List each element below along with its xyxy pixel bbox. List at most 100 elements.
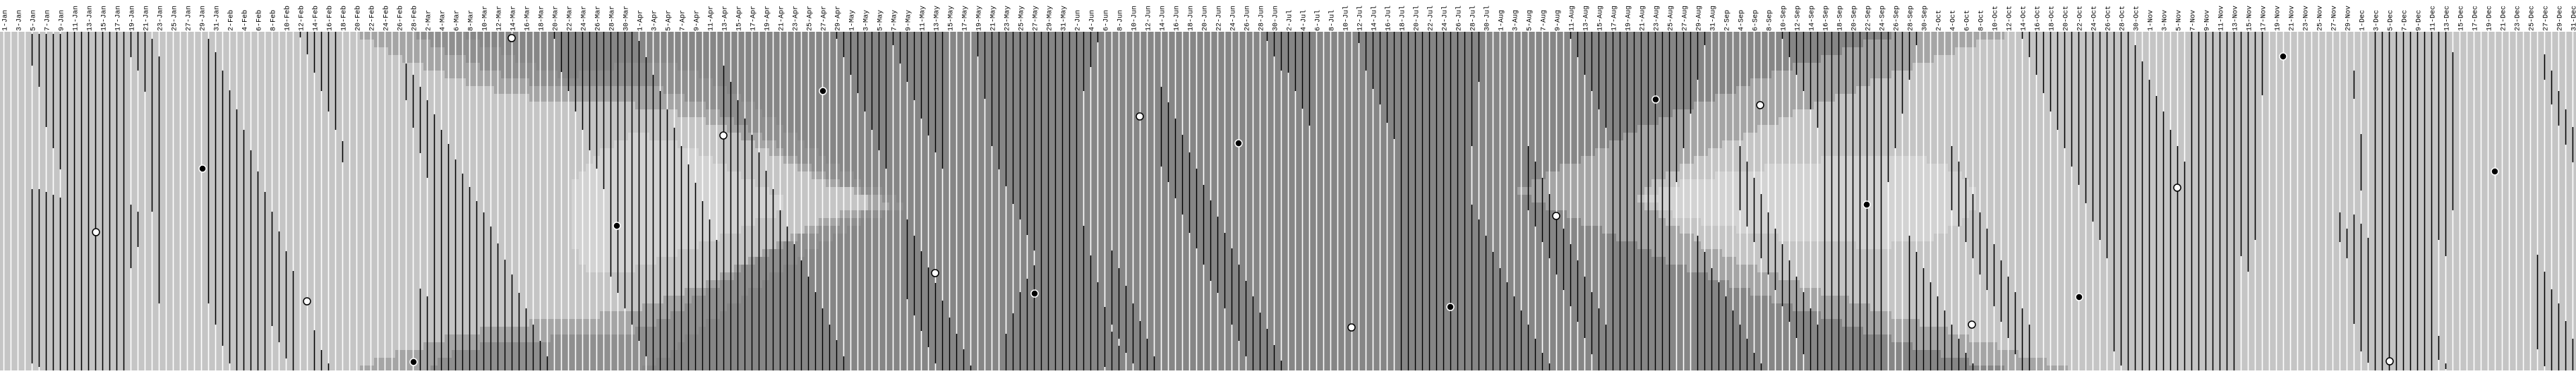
svg-text:27-Aug: 27-Aug [1682, 6, 1690, 31]
svg-text:6-Oct: 6-Oct [1964, 10, 1972, 31]
svg-text:16-Mar: 16-Mar [524, 6, 532, 31]
svg-text:13-Jan: 13-Jan [87, 6, 95, 31]
svg-text:30-Sep: 30-Sep [1922, 6, 1930, 31]
svg-text:4-Sep: 4-Sep [1738, 10, 1746, 31]
svg-text:20-Feb: 20-Feb [354, 6, 363, 31]
svg-text:18-Sep: 18-Sep [1837, 6, 1845, 31]
svg-text:12-Jul: 12-Jul [1356, 6, 1365, 31]
svg-text:13-Nov: 13-Nov [2232, 6, 2240, 31]
svg-text:25-Nov: 25-Nov [2317, 6, 2325, 31]
svg-text:10-Mar: 10-Mar [482, 6, 490, 31]
svg-text:12-Feb: 12-Feb [298, 6, 306, 31]
svg-text:27-Dec: 27-Dec [2543, 6, 2551, 31]
svg-text:21-Apr: 21-Apr [778, 6, 786, 31]
svg-text:9-Aug: 9-Aug [1555, 10, 1563, 31]
svg-text:15-Aug: 15-Aug [1597, 6, 1605, 31]
svg-text:6-Sep: 6-Sep [1752, 10, 1760, 31]
svg-text:8-Sep: 8-Sep [1767, 10, 1774, 31]
svg-text:19-Apr: 19-Apr [764, 6, 772, 31]
svg-text:14-Feb: 14-Feb [312, 6, 320, 31]
svg-text:5-May: 5-May [877, 10, 885, 31]
svg-text:26-Sep: 26-Sep [1894, 6, 1901, 31]
svg-text:26-Feb: 26-Feb [397, 6, 405, 31]
svg-text:7-Aug: 7-Aug [1541, 10, 1548, 31]
svg-text:29-May: 29-May [1047, 6, 1054, 31]
svg-text:8-Feb: 8-Feb [270, 10, 278, 31]
svg-text:29-Apr: 29-Apr [835, 6, 843, 31]
svg-text:2-Jul: 2-Jul [1286, 10, 1294, 31]
svg-text:16-Feb: 16-Feb [326, 6, 335, 31]
svg-text:6-Mar: 6-Mar [454, 10, 462, 31]
svg-text:8-Jun: 8-Jun [1117, 10, 1125, 31]
svg-text:28-Jul: 28-Jul [1469, 6, 1478, 31]
svg-text:11-Jan: 11-Jan [73, 6, 80, 31]
svg-text:26-Oct: 26-Oct [2105, 6, 2113, 31]
svg-text:24-Oct: 24-Oct [2091, 6, 2099, 31]
svg-text:11-May: 11-May [920, 6, 927, 31]
svg-text:21-Aug: 21-Aug [1639, 6, 1647, 31]
svg-text:6-Jul: 6-Jul [1314, 10, 1323, 31]
svg-text:3-May: 3-May [863, 10, 871, 31]
svg-text:19-Jan: 19-Jan [129, 6, 137, 31]
svg-text:11-Aug: 11-Aug [1569, 6, 1577, 31]
svg-text:8-Mar: 8-Mar [468, 10, 476, 31]
svg-text:28-Jun: 28-Jun [1258, 6, 1266, 31]
svg-text:20-Jul: 20-Jul [1413, 6, 1421, 31]
svg-text:1-Nov: 1-Nov [2148, 10, 2155, 31]
svg-text:13-Apr: 13-Apr [722, 6, 730, 31]
svg-text:17-Jan: 17-Jan [115, 6, 123, 31]
svg-text:4-Jul: 4-Jul [1300, 10, 1308, 31]
svg-text:17-Dec: 17-Dec [2472, 6, 2480, 31]
svg-text:4-Jun: 4-Jun [1089, 10, 1097, 31]
svg-text:5-Aug: 5-Aug [1527, 10, 1534, 31]
svg-text:7-May: 7-May [891, 10, 899, 31]
svg-text:20-Mar: 20-Mar [553, 6, 560, 31]
svg-text:31-Jan: 31-Jan [214, 6, 222, 31]
svg-text:12-Sep: 12-Sep [1795, 6, 1802, 31]
svg-text:22-Mar: 22-Mar [567, 6, 574, 31]
svg-text:14-Jul: 14-Jul [1371, 6, 1379, 31]
svg-text:23-Dec: 23-Dec [2515, 6, 2522, 31]
svg-text:22-Sep: 22-Sep [1865, 6, 1873, 31]
svg-text:13-Aug: 13-Aug [1583, 6, 1591, 31]
svg-text:21-Nov: 21-Nov [2289, 6, 2297, 31]
svg-text:26-Jun: 26-Jun [1244, 6, 1252, 31]
svg-text:19-Aug: 19-Aug [1625, 6, 1633, 31]
svg-text:24-Mar: 24-Mar [581, 6, 589, 31]
svg-text:18-Mar: 18-Mar [538, 6, 546, 31]
svg-text:14-Oct: 14-Oct [2021, 6, 2028, 31]
svg-text:28-Oct: 28-Oct [2119, 6, 2127, 31]
svg-text:6-Jun: 6-Jun [1103, 10, 1111, 31]
svg-text:11-Nov: 11-Nov [2218, 6, 2226, 31]
svg-text:17-Aug: 17-Aug [1611, 6, 1619, 31]
svg-text:18-Jul: 18-Jul [1399, 6, 1407, 31]
svg-text:9-Nov: 9-Nov [2204, 10, 2212, 31]
svg-text:25-Jan: 25-Jan [171, 6, 179, 31]
svg-text:4-Mar: 4-Mar [440, 10, 447, 31]
svg-text:28-Feb: 28-Feb [411, 6, 419, 31]
svg-text:18-Jun: 18-Jun [1188, 6, 1196, 31]
svg-text:20-Sep: 20-Sep [1851, 6, 1859, 31]
svg-text:27-May: 27-May [1033, 6, 1040, 31]
svg-text:6-Feb: 6-Feb [255, 10, 264, 31]
svg-text:1-May: 1-May [849, 10, 857, 31]
svg-text:4-Feb: 4-Feb [241, 10, 250, 31]
svg-text:25-Apr: 25-Apr [807, 6, 814, 31]
svg-text:11-Apr: 11-Apr [708, 6, 716, 31]
svg-text:9-Dec: 9-Dec [2416, 10, 2424, 31]
svg-text:10-Sep: 10-Sep [1781, 6, 1788, 31]
svg-text:23-Nov: 23-Nov [2303, 6, 2311, 31]
svg-text:27-Nov: 27-Nov [2331, 6, 2339, 31]
svg-text:28-Mar: 28-Mar [609, 6, 617, 31]
svg-text:15-May: 15-May [948, 6, 956, 31]
svg-text:21-May: 21-May [990, 6, 998, 31]
svg-text:10-Feb: 10-Feb [284, 6, 292, 31]
svg-text:31-May: 31-May [1061, 6, 1069, 31]
svg-text:9-Jan: 9-Jan [59, 10, 66, 31]
svg-text:22-Oct: 22-Oct [2077, 6, 2085, 31]
svg-text:25-Aug: 25-Aug [1668, 6, 1675, 31]
svg-text:5-Nov: 5-Nov [2176, 10, 2184, 31]
svg-text:24-Sep: 24-Sep [1879, 6, 1887, 31]
svg-text:2-Oct: 2-Oct [1936, 10, 1944, 31]
svg-text:8-Oct: 8-Oct [1978, 10, 1986, 31]
